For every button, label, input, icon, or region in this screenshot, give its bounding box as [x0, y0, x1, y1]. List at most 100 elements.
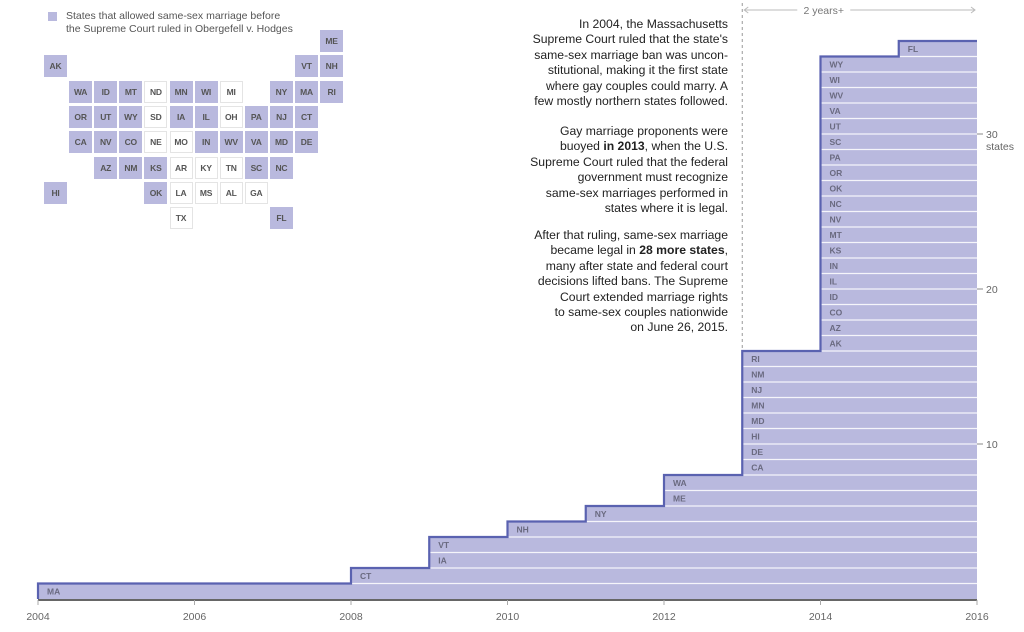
state-row-label: AK — [830, 339, 843, 349]
annotation-line: Supreme Court ruled that the state's — [532, 32, 728, 47]
tile-sc: SC — [244, 156, 268, 179]
state-row-me — [664, 490, 977, 506]
state-row-az — [820, 320, 977, 336]
tile-sd: SD — [144, 105, 168, 128]
annotation-text: , — [724, 243, 728, 258]
tile-va: VA — [244, 131, 268, 154]
annotation-text: became legal in — [550, 243, 640, 258]
state-row-label: KS — [830, 246, 842, 256]
annotation-text: , when the U.S. — [644, 139, 728, 154]
y-tick-label-20: 20 — [986, 284, 998, 296]
state-row-label: NY — [595, 509, 607, 519]
tile-ok: OK — [144, 181, 168, 204]
state-row-label: NM — [751, 370, 764, 380]
annotation-line: Court extended marriage rights — [490, 290, 728, 305]
annotation-emphasis: 28 more states — [639, 243, 725, 258]
annotation-line: same-sex marriages performed in — [490, 186, 728, 201]
y-unit-label: states — [986, 141, 1014, 153]
span-annotation: 2 years+ — [741, 3, 976, 351]
tile-ri: RI — [320, 80, 344, 103]
annotation-line: same-sex marriage ban was uncon- — [534, 47, 728, 62]
state-row-fl — [898, 41, 977, 57]
annotation-text: buoyed — [559, 139, 604, 154]
state-row-label: MA — [47, 587, 60, 597]
tile-ma: MA — [295, 80, 318, 103]
tile-nj: NJ — [269, 105, 293, 128]
annotation-text: government must recognize — [577, 170, 728, 185]
tile-vt: VT — [295, 55, 318, 78]
span-label: 2 years+ — [803, 5, 844, 17]
state-row-wy — [820, 56, 977, 72]
tile-mi: MI — [219, 80, 243, 103]
state-row-label: NH — [517, 525, 529, 535]
annotation-line: After that ruling, same-sex marriage — [490, 228, 728, 243]
state-row-md — [742, 413, 977, 429]
tile-mt: MT — [119, 80, 143, 103]
annotation-emphasis: in 2013 — [603, 139, 645, 154]
state-row-label: CA — [751, 463, 763, 473]
state-row-ca — [742, 459, 977, 475]
tile-de: DE — [295, 131, 318, 154]
tile-ga: GA — [244, 181, 268, 204]
annotation-text: After that ruling, same-sex marriage — [534, 228, 728, 242]
legend: States that allowed same-sex marriage be… — [48, 10, 293, 36]
annotation-text: same-sex marriages performed in — [545, 185, 728, 200]
annotation-28-more-states: After that ruling, same-sex marriage beca… — [490, 228, 728, 336]
state-row-sc — [820, 134, 977, 150]
x-tick-label-2016: 2016 — [965, 611, 989, 623]
legend-line-1: States that allowed same-sex marriage be… — [66, 10, 281, 22]
annotation-line: few mostly northern states followed. — [534, 94, 728, 109]
state-row-ri — [742, 351, 977, 367]
state-row-label: WY — [830, 60, 844, 70]
state-row-label: IL — [830, 277, 838, 287]
tile-az: AZ — [94, 156, 118, 179]
tile-nh: NH — [320, 55, 344, 78]
tile-in: IN — [194, 131, 218, 154]
state-row-label: WI — [830, 75, 840, 85]
state-row-label: IN — [830, 261, 839, 271]
x-tick-label-2014: 2014 — [809, 611, 833, 623]
state-row-label: NJ — [751, 385, 762, 395]
annotation-text: Court extended marriage rights — [559, 289, 728, 304]
x-tick-label-2006: 2006 — [183, 611, 207, 623]
state-row-in — [820, 258, 977, 274]
step-outline — [36, 39, 977, 599]
state-row-ma — [38, 583, 977, 599]
tile-la: LA — [169, 181, 193, 204]
tile-id: ID — [94, 80, 118, 103]
state-row-ny — [585, 506, 977, 522]
tile-wa: WA — [69, 80, 93, 103]
state-row-va — [820, 103, 977, 119]
state-row-label: WV — [830, 91, 844, 101]
state-row-wa — [664, 475, 977, 491]
state-row-label: NC — [830, 199, 842, 209]
state-row-label: OR — [830, 168, 843, 178]
state-row-ak — [820, 335, 977, 351]
annotation-line: many after state and federal court — [490, 259, 728, 274]
state-row-wv — [820, 87, 977, 103]
state-row-label: ID — [830, 292, 839, 302]
state-row-label: AZ — [830, 323, 841, 333]
x-tick-label-2008: 2008 — [339, 611, 363, 623]
state-row-ut — [820, 118, 977, 134]
state-row-pa — [820, 149, 977, 165]
state-row-label: PA — [830, 153, 841, 163]
state-row-label: IA — [438, 556, 447, 566]
state-row-label: MD — [751, 416, 764, 426]
state-row-label: SC — [830, 137, 842, 147]
annotation-text: many after state and federal court — [545, 258, 728, 273]
tile-nd: ND — [144, 80, 168, 103]
state-row-label: CT — [360, 571, 372, 581]
tile-mo: MO — [169, 131, 193, 154]
tile-ks: KS — [144, 156, 168, 179]
state-row-ct — [351, 568, 977, 584]
state-rows: MACTIAVTNHNYMEWACADEHIMDMNNJNMRIAKAZCOID… — [38, 41, 977, 599]
arrowhead-right-icon — [970, 6, 976, 14]
tile-or: OR — [69, 105, 93, 128]
tile-ia: IA — [169, 105, 193, 128]
tile-me: ME — [320, 30, 344, 52]
annotation-2004: In 2004, the Massachusetts Supreme Court … — [490, 17, 728, 109]
state-row-hi — [742, 428, 977, 444]
tile-oh: OH — [219, 105, 243, 128]
